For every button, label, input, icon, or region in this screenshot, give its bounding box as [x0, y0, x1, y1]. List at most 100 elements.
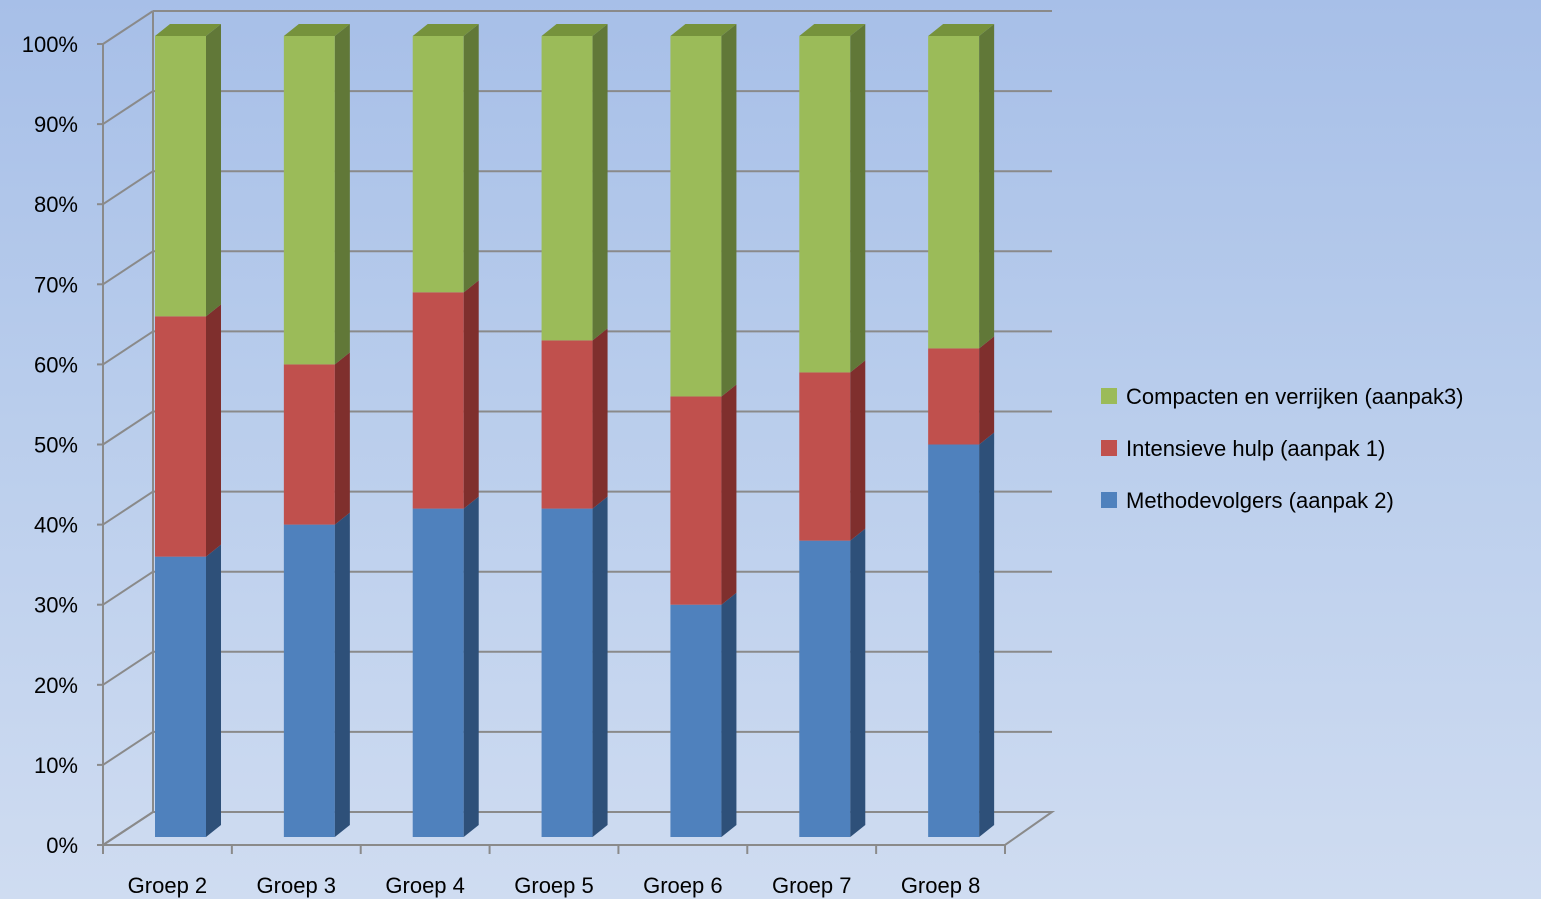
bar-side — [334, 352, 350, 525]
gridline-side — [102, 170, 154, 206]
gridline-side — [102, 650, 154, 686]
bar-side — [463, 280, 479, 509]
bar-segment — [155, 24, 221, 317]
x-category-label: Groep 5 — [514, 873, 594, 898]
legend-swatch — [1101, 440, 1117, 456]
bar-front — [412, 292, 464, 509]
x-category-label: Groep 3 — [257, 873, 337, 898]
legend-item: Compacten en verrijken (aanpak3) — [1101, 384, 1464, 409]
bar-top — [670, 24, 737, 36]
y-tick-label: 40% — [34, 513, 78, 538]
gridline-side — [102, 330, 154, 366]
bar-front — [283, 524, 335, 837]
bar-top — [799, 24, 866, 36]
x-category-label: Groep 8 — [901, 873, 981, 898]
bar-segment — [541, 496, 608, 837]
bar-side — [592, 328, 608, 509]
bar-segment — [412, 24, 479, 293]
bar-side — [850, 528, 866, 837]
bar-front — [155, 556, 206, 837]
legend-swatch — [1101, 388, 1117, 404]
bar-segment — [928, 24, 995, 349]
bar-front — [928, 36, 980, 349]
x-category-label: Groep 7 — [772, 873, 852, 898]
bar-front — [412, 508, 464, 837]
legend-label: Intensieve hulp (aanpak 1) — [1126, 436, 1385, 461]
bar-front — [283, 364, 335, 525]
bar-segment — [155, 544, 221, 837]
bar-front — [541, 508, 593, 837]
bar-side — [979, 24, 995, 349]
bar-side — [592, 496, 608, 837]
bar-front — [928, 444, 980, 837]
bar-side — [334, 24, 350, 365]
bar-side — [463, 24, 479, 293]
y-tick-label: 0% — [46, 833, 78, 858]
bar-segment — [541, 24, 608, 341]
gridline-side — [102, 250, 154, 286]
gridline-side — [102, 811, 154, 846]
bar-front — [799, 36, 851, 373]
bar-top — [541, 24, 608, 36]
bar-front — [541, 340, 593, 509]
y-tick-label: 80% — [34, 192, 78, 217]
bar-front — [283, 36, 335, 365]
y-tick-label: 60% — [34, 352, 78, 377]
bar-side — [206, 24, 221, 317]
bar-side — [979, 432, 995, 837]
bar-segment — [283, 24, 350, 365]
gridline-side — [102, 490, 154, 526]
bar-segment — [412, 496, 479, 837]
legend-item: Methodevolgers (aanpak 2) — [1101, 488, 1394, 513]
x-category-label: Groep 4 — [385, 873, 465, 898]
bar-segment — [670, 384, 737, 605]
bar-side — [334, 512, 350, 837]
gridline-side — [102, 90, 154, 125]
y-axis-tick-labels: 0% 10% 20% 30% 40% 50% 60% 70% 80% 90% 100% — [22, 32, 78, 858]
gridline-side — [102, 731, 154, 766]
bar-side — [721, 24, 737, 397]
y-tick-label: 30% — [34, 593, 78, 618]
bars — [155, 24, 995, 837]
bar-segment — [799, 24, 866, 373]
bar-side — [206, 544, 221, 837]
bar-side — [721, 592, 737, 837]
bar-front — [541, 36, 593, 341]
bar-top — [283, 24, 350, 36]
bar-segment — [928, 432, 995, 837]
bar-front — [155, 36, 206, 317]
y-tick-label: 70% — [34, 272, 78, 297]
bar-side — [850, 24, 866, 373]
y-tick-label: 100% — [22, 32, 78, 57]
bar-segment — [799, 360, 866, 541]
bar-side — [206, 304, 221, 557]
bar-front — [799, 540, 851, 837]
bar-top — [412, 24, 479, 36]
bar-front — [670, 36, 722, 397]
bar-front — [155, 316, 206, 557]
gridline-side — [102, 410, 154, 446]
bar-top — [928, 24, 995, 36]
x-category-label: Groep 2 — [128, 873, 208, 898]
bar-segment — [541, 328, 608, 509]
legend-label: Methodevolgers (aanpak 2) — [1126, 488, 1394, 513]
x-category-label: Groep 6 — [643, 873, 723, 898]
y-tick-label: 10% — [34, 753, 78, 778]
y-tick-label: 20% — [34, 673, 78, 698]
bar-segment — [283, 352, 350, 525]
y-tick-label: 90% — [34, 112, 78, 137]
legend-swatch — [1101, 492, 1117, 508]
legend-item: Intensieve hulp (aanpak 1) — [1101, 436, 1385, 461]
bar-segment — [670, 592, 737, 837]
bar-side — [979, 336, 995, 445]
bar-side — [592, 24, 608, 341]
bar-segment — [670, 24, 737, 397]
y-tick-label: 50% — [34, 433, 78, 458]
gridline-side — [102, 570, 154, 606]
axes — [97, 11, 1006, 854]
bar-segment — [799, 528, 866, 837]
bar-front — [670, 396, 722, 605]
bar-front — [670, 604, 722, 837]
x-axis-category-labels: Groep 2 Groep 3 Groep 4 Groep 5 Groep 6 Groep… — [128, 873, 981, 898]
